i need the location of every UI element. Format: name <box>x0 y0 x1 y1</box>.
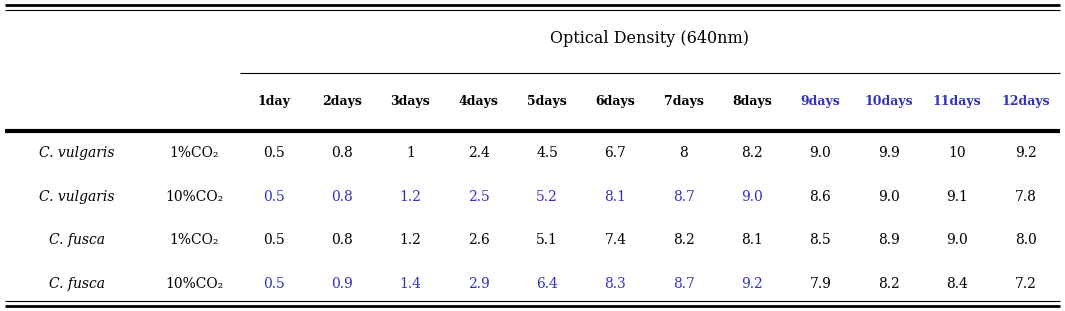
Text: 0.8: 0.8 <box>331 189 353 203</box>
Text: 9.0: 9.0 <box>809 146 832 160</box>
Text: 6days: 6days <box>595 95 636 108</box>
Text: 10days: 10days <box>865 95 913 108</box>
Text: 8.3: 8.3 <box>605 277 626 291</box>
Text: 8.6: 8.6 <box>809 189 832 203</box>
Text: C. vulgaris: C. vulgaris <box>39 189 115 203</box>
Text: Optical Density (640nm): Optical Density (640nm) <box>551 30 749 47</box>
Text: 6.4: 6.4 <box>536 277 558 291</box>
Text: C. vulgaris: C. vulgaris <box>39 146 115 160</box>
Text: 7.8: 7.8 <box>1015 189 1036 203</box>
Text: 2.9: 2.9 <box>468 277 490 291</box>
Text: 2.6: 2.6 <box>468 234 490 248</box>
Text: 2days: 2days <box>323 95 362 108</box>
Text: 1.4: 1.4 <box>399 277 422 291</box>
Text: 10%CO₂: 10%CO₂ <box>165 189 224 203</box>
Text: 8.9: 8.9 <box>878 234 900 248</box>
Text: 0.5: 0.5 <box>263 234 284 248</box>
Text: 0.5: 0.5 <box>263 189 284 203</box>
Text: 6.7: 6.7 <box>605 146 626 160</box>
Text: C. fusca: C. fusca <box>49 277 105 291</box>
Text: 8.7: 8.7 <box>673 277 694 291</box>
Text: 9.0: 9.0 <box>741 189 763 203</box>
Text: 9.2: 9.2 <box>1015 146 1036 160</box>
Text: 1%CO₂: 1%CO₂ <box>169 146 219 160</box>
Text: 2.4: 2.4 <box>468 146 490 160</box>
Text: 12days: 12days <box>1001 95 1050 108</box>
Text: 9.0: 9.0 <box>878 189 900 203</box>
Text: 0.5: 0.5 <box>263 277 284 291</box>
Text: 9.1: 9.1 <box>946 189 968 203</box>
Text: 5.1: 5.1 <box>536 234 558 248</box>
Text: C. fusca: C. fusca <box>49 234 105 248</box>
Text: 8days: 8days <box>733 95 772 108</box>
Text: 8.1: 8.1 <box>741 234 764 248</box>
Text: 7days: 7days <box>663 95 704 108</box>
Text: 0.9: 0.9 <box>331 277 353 291</box>
Text: 1%CO₂: 1%CO₂ <box>169 234 219 248</box>
Text: 1day: 1day <box>258 95 291 108</box>
Text: 8.2: 8.2 <box>673 234 694 248</box>
Text: 3days: 3days <box>391 95 430 108</box>
Text: 8.5: 8.5 <box>809 234 832 248</box>
Text: 9.0: 9.0 <box>947 234 968 248</box>
Text: 8: 8 <box>679 146 688 160</box>
Text: 7.9: 7.9 <box>809 277 832 291</box>
Text: 4.5: 4.5 <box>536 146 558 160</box>
Text: 9.2: 9.2 <box>741 277 763 291</box>
Text: 2.5: 2.5 <box>468 189 490 203</box>
Text: 8.2: 8.2 <box>878 277 900 291</box>
Text: 7.4: 7.4 <box>605 234 626 248</box>
Text: 8.0: 8.0 <box>1015 234 1036 248</box>
Text: 1: 1 <box>406 146 415 160</box>
Text: 5days: 5days <box>527 95 567 108</box>
Text: 11days: 11days <box>933 95 982 108</box>
Text: 1.2: 1.2 <box>399 189 422 203</box>
Text: 10%CO₂: 10%CO₂ <box>165 277 224 291</box>
Text: 0.8: 0.8 <box>331 234 353 248</box>
Text: 4days: 4days <box>459 95 498 108</box>
Text: 9days: 9days <box>801 95 840 108</box>
Text: 0.5: 0.5 <box>263 146 284 160</box>
Text: 5.2: 5.2 <box>537 189 558 203</box>
Text: 0.8: 0.8 <box>331 146 353 160</box>
Text: 8.7: 8.7 <box>673 189 694 203</box>
Text: 8.1: 8.1 <box>605 189 626 203</box>
Text: 8.4: 8.4 <box>946 277 968 291</box>
Text: 10: 10 <box>948 146 966 160</box>
Text: 1.2: 1.2 <box>399 234 422 248</box>
Text: 9.9: 9.9 <box>878 146 900 160</box>
Text: 8.2: 8.2 <box>741 146 763 160</box>
Text: 7.2: 7.2 <box>1015 277 1036 291</box>
